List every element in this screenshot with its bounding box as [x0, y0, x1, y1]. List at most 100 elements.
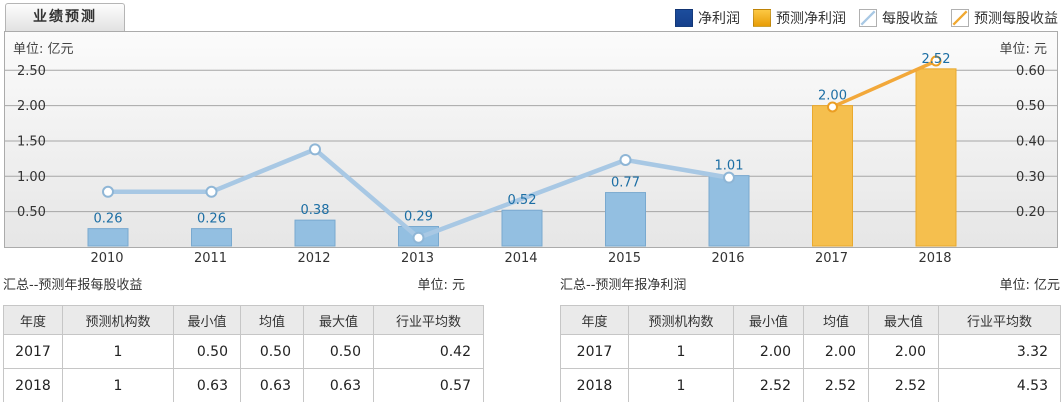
legend-label: 预测每股收益 [974, 11, 1058, 27]
legend-item-eps[interactable]: 每股收益 [859, 8, 938, 28]
left-axis-tick: 0.50 [17, 205, 46, 220]
legend-item-net-profit[interactable]: 净利润 [675, 8, 740, 28]
table-cell: 0.63 [173, 368, 241, 402]
table-cell: 0.42 [373, 334, 484, 369]
bar-2014[interactable] [501, 209, 543, 247]
table-title: 汇总--预测年报净利润 [560, 277, 687, 293]
line-marker-2012 [309, 143, 321, 156]
chart-legend: 净利润 预测净利润 每股收益 预测每股收益 [675, 8, 1058, 28]
bar-value-label: 1.01 [715, 159, 744, 174]
legend-item-forecast-eps[interactable]: 预测每股收益 [951, 8, 1058, 28]
line-marker-2016 [723, 171, 735, 184]
legend-item-forecast-net-profit[interactable]: 预测净利润 [753, 8, 846, 28]
table-cell: 0.63 [303, 368, 374, 402]
table-header-row: 年度 预测机构数 最小值 均值 最大值 行业平均数 [560, 305, 1061, 335]
chart-panel: 单位: 亿元 单位: 元 2.50 0.60 2.00 0.50 1.50 0.40 1.0… [4, 31, 1058, 248]
left-axis-tick: 2.00 [17, 99, 46, 114]
x-axis-label-2018: 2018 [918, 251, 952, 266]
column-header: 预测机构数 [62, 305, 174, 335]
legend-label: 净利润 [698, 11, 740, 27]
eps-forecast-table: 年度 预测机构数 最小值 均值 最大值 行业平均数 2017 1 0.50 0.50 0.50 0.4… [3, 305, 484, 402]
column-header: 年度 [560, 305, 629, 335]
left-axis-tick: 1.00 [17, 170, 46, 185]
x-axis-label-2016: 2016 [711, 251, 745, 266]
tab-performance-forecast[interactable]: 业绩预测 [5, 3, 125, 31]
table-cell: 2.52 [733, 368, 804, 402]
x-axis-label-2011: 2011 [193, 251, 228, 266]
table-cell: 2018 [560, 368, 629, 402]
x-axis-label-2017: 2017 [814, 251, 849, 266]
table-unit-label: 单位: 亿元 [999, 277, 1060, 293]
table-cell: 0.50 [173, 334, 241, 369]
legend-label: 预测净利润 [776, 11, 846, 27]
eps-forecast-table-section: 汇总--预测年报每股收益 单位: 元 年度 预测机构数 最小值 均值 最大值 行业平均数 2… [3, 274, 484, 402]
bar-2010[interactable] [87, 228, 129, 247]
tab-bar: 业绩预测 净利润 预测净利润 每股收益 预测每股收益 [0, 0, 1062, 31]
table-cell: 0.50 [240, 334, 304, 369]
table-cell: 2017 [560, 334, 629, 369]
bar-2016[interactable] [708, 175, 750, 247]
column-header: 均值 [803, 305, 869, 335]
eps-swatch-icon [859, 9, 877, 27]
bar-2017[interactable] [812, 105, 853, 247]
x-axis-label-2012: 2012 [297, 251, 331, 266]
table-cell: 2.00 [733, 334, 804, 369]
bar-2011[interactable] [191, 228, 232, 247]
bar-2012[interactable] [294, 219, 336, 247]
netprofit-forecast-table-section: 汇总--预测年报净利润 单位: 亿元 年度 预测机构数 最小值 均值 最大值 行业平均数 2… [560, 274, 1061, 402]
right-axis-tick: 0.50 [1016, 99, 1045, 114]
left-axis-tick: 1.50 [17, 134, 46, 149]
line-marker-2010 [102, 185, 114, 198]
line-marker-2017 [827, 101, 838, 113]
column-header: 最大值 [303, 305, 374, 335]
column-header: 预测机构数 [628, 305, 734, 335]
forecast-combo-chart: 2.50 0.60 2.00 0.50 1.50 0.40 1.00 0.30 0.50 0.20… [5, 52, 1057, 247]
table-row: 2017 1 0.50 0.50 0.50 0.42 [3, 334, 484, 369]
column-header: 最小值 [173, 305, 241, 335]
table-row: 2018 1 0.63 0.63 0.63 0.57 [3, 368, 484, 402]
table-cell: 2017 [3, 334, 63, 369]
right-axis-tick: 0.40 [1016, 134, 1045, 149]
column-header: 年度 [3, 305, 63, 335]
table-cell: 1 [628, 334, 734, 369]
table-cell: 4.53 [938, 368, 1061, 402]
bar-2015[interactable] [605, 192, 646, 247]
x-axis-labels: 2010 2011 2012 2013 2014 2015 2016 2017 2018 [4, 251, 1058, 269]
table-cell: 0.57 [373, 368, 484, 402]
forecast-net-profit-swatch-icon [753, 9, 771, 27]
x-axis-label-2014: 2014 [504, 251, 538, 266]
right-axis-unit-label: 单位: 元 [999, 42, 1047, 57]
table-header-row: 汇总--预测年报每股收益 单位: 元 [3, 274, 483, 293]
right-axis-tick: 0.60 [1016, 64, 1045, 79]
table-row: 2018 1 2.52 2.52 2.52 4.53 [560, 368, 1061, 402]
line-series [830, 59, 938, 109]
legend-label: 每股收益 [882, 11, 938, 27]
table-cell: 2.00 [803, 334, 869, 369]
x-axis-label-2013: 2013 [400, 251, 435, 266]
left-axis-tick: 2.50 [17, 64, 46, 79]
table-cell: 2018 [3, 368, 63, 402]
bar-2018[interactable] [915, 68, 957, 247]
line-marker-2011 [205, 185, 218, 198]
x-axis-label-2015: 2015 [607, 251, 642, 266]
table-cell: 1 [628, 368, 734, 402]
table-cell: 2.00 [868, 334, 939, 369]
table-cell: 1 [62, 334, 174, 369]
table-cell: 0.50 [303, 334, 374, 369]
table-unit-label: 单位: 元 [417, 277, 465, 293]
table-title: 汇总--预测年报每股收益 [3, 277, 143, 293]
table-cell: 2.52 [803, 368, 869, 402]
bar-value-label: 2.52 [922, 52, 951, 67]
net-profit-swatch-icon [675, 9, 693, 27]
right-axis-tick: 0.20 [1016, 205, 1045, 220]
table-header-row: 汇总--预测年报净利润 单位: 亿元 [560, 274, 1060, 293]
table-header-row: 年度 预测机构数 最小值 均值 最大值 行业平均数 [3, 305, 484, 335]
bar-value-label: 0.77 [611, 176, 640, 191]
forecast-eps-swatch-icon [951, 9, 969, 27]
bar-value-label: 2.00 [818, 89, 847, 104]
left-axis-unit-label: 单位: 亿元 [13, 42, 74, 57]
bar-value-label: 0.26 [197, 212, 226, 227]
table-cell: 1 [62, 368, 174, 402]
table-cell: 2.52 [868, 368, 939, 402]
